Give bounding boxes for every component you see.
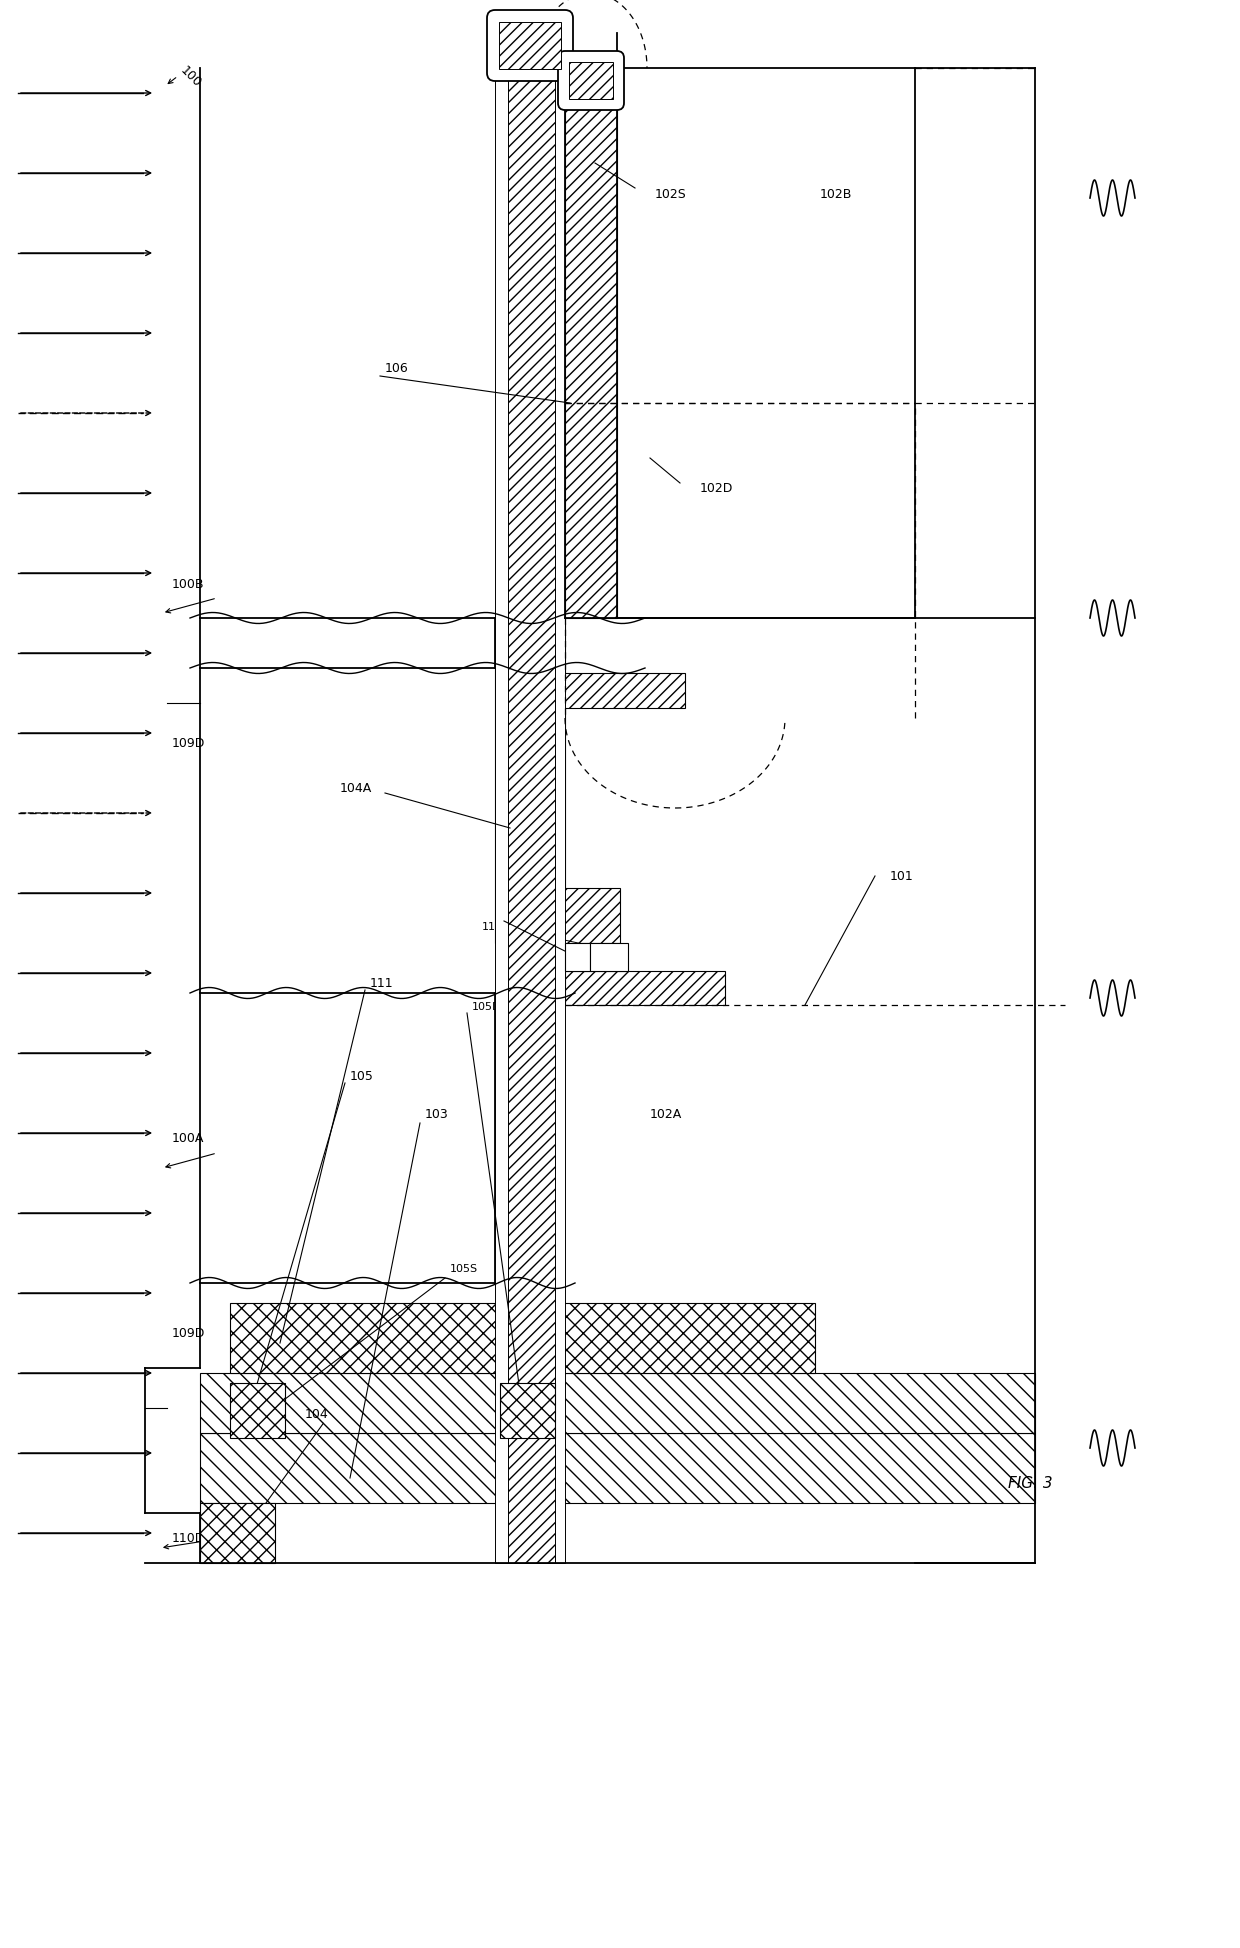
Bar [229, 1383, 285, 1438]
Text: 100B: 100B [172, 577, 205, 590]
Bar [565, 943, 590, 972]
Text: 102S: 102S [655, 187, 687, 201]
Bar [508, 74, 556, 1562]
Bar [500, 1383, 556, 1438]
Text: 104: 104 [305, 1406, 329, 1420]
Text: 102D: 102D [701, 483, 733, 495]
Polygon shape [495, 623, 684, 943]
Polygon shape [565, 972, 725, 1005]
Text: 1100: 1100 [482, 921, 510, 931]
Bar [200, 1434, 1035, 1504]
Text: 104A: 104A [340, 781, 372, 795]
Bar [229, 1303, 815, 1373]
Bar [498, 23, 560, 70]
Bar [556, 74, 565, 1562]
Bar [565, 103, 618, 619]
Text: 105: 105 [350, 1069, 374, 1083]
Bar [200, 1373, 1035, 1434]
FancyBboxPatch shape [558, 53, 624, 111]
Text: 109D: 109D [172, 1327, 206, 1340]
Text: 101S: 101S [534, 921, 563, 931]
Text: 102B: 102B [820, 187, 852, 201]
Bar [200, 1504, 275, 1562]
Text: 100A: 100A [172, 1132, 205, 1145]
Text: 106: 106 [384, 362, 409, 376]
Text: 105D: 105D [472, 1001, 501, 1011]
Text: 101: 101 [890, 871, 914, 882]
FancyBboxPatch shape [487, 12, 573, 82]
Bar [495, 74, 508, 1562]
Text: 105S: 105S [450, 1264, 479, 1274]
Bar [590, 943, 627, 972]
Text: 110D: 110D [172, 1531, 206, 1545]
Text: 100: 100 [179, 64, 205, 90]
Text: 103: 103 [425, 1106, 449, 1120]
Text: 109D: 109D [172, 736, 206, 750]
Text: FIG. 3: FIG. 3 [1008, 1477, 1053, 1490]
Text: 111: 111 [370, 978, 393, 990]
Bar [569, 62, 613, 99]
Text: 102A: 102A [650, 1106, 682, 1120]
